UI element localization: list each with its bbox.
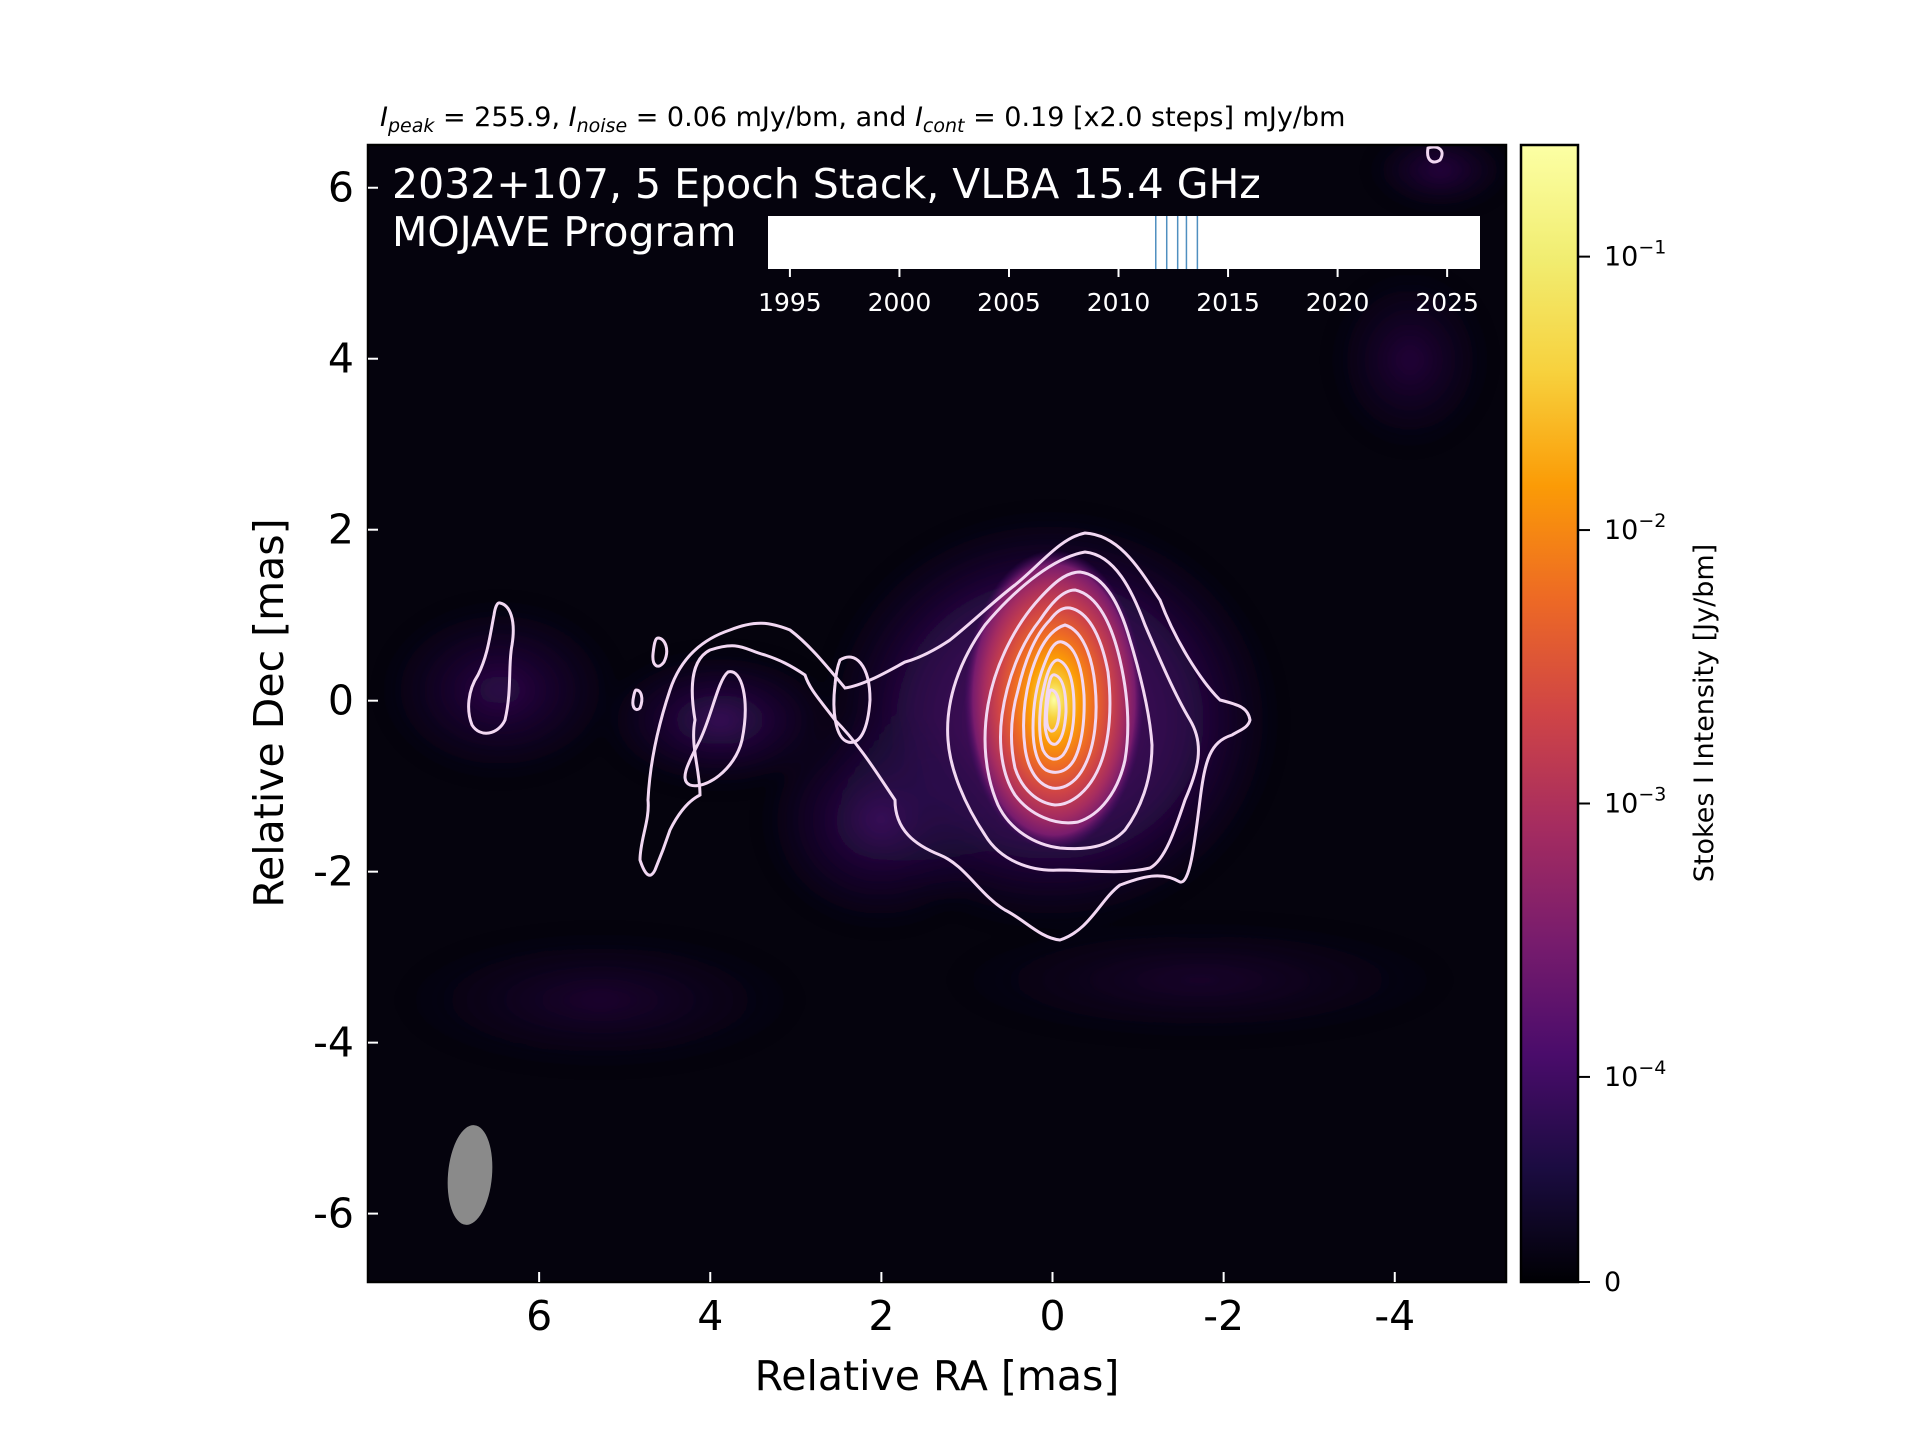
header-noise-sub: noise [577,115,628,137]
header-cont-value: = 0.19 [x2.0 steps] mJy/bm [964,102,1345,133]
contour-level-1 [638,531,1252,942]
x-tick-label: 6 [526,1292,552,1340]
epoch-tick-label: 2020 [1306,288,1370,317]
y-tick-label: -6 [313,1190,354,1238]
colorbar-gradient [1519,143,1580,1284]
colorbar-tick-label: 10−2 [1604,510,1666,546]
y-tick-label: 4 [328,335,354,383]
colorbar-tick-label: 10−4 [1604,1057,1666,1093]
header-noise-value: = 0.06 mJy/bm, and [627,102,915,133]
image-plot: 2032+107, 5 Epoch Stack, VLBA 15.4 GHz M… [368,145,1506,1282]
y-axis-label: Relative Dec [mas] [245,518,293,907]
x-axis-label: Relative RA [mas] [755,1352,1120,1400]
header-noise-symbol: I [569,102,577,133]
epoch-tick-label: 2000 [868,288,932,317]
epoch-tick-label: 2015 [1196,288,1260,317]
y-tick-label: 0 [328,677,354,725]
header-peak-value: = 255.9, [434,102,568,133]
header-peak-symbol: I [380,102,388,133]
colorbar-tick-label: 0 [1604,1267,1621,1298]
x-tick-label: 2 [868,1292,894,1340]
overlay-title-line1: 2032+107, 5 Epoch Stack, VLBA 15.4 GHz [392,160,1261,208]
contour-level-10 [1045,688,1061,733]
overlay-title-line2: MOJAVE Program [392,208,736,256]
contour-island-1 [832,655,872,744]
y-axis: 6 4 2 0 -2 -4 -6 [313,164,378,1238]
contour-level-2 [946,550,1200,874]
y-tick-label: -4 [313,1019,354,1067]
x-tick-label: 4 [697,1292,723,1340]
contour-level-8 [1038,658,1076,761]
header-cont-sub: cont [923,115,966,137]
colorbar: 10−1 10−2 10−3 10−4 0 Stokes I Intensity [Jy… [1519,143,1720,1298]
header-cont-symbol: I [915,102,923,133]
colorbar-label: Stokes I Intensity [Jy/bm] [1689,544,1720,882]
epoch-timeline-bar [768,216,1480,269]
contour-level-4 [999,588,1130,825]
contour-level-6 [1022,623,1098,790]
contour-level-5 [1010,606,1112,807]
header-text: Ipeak = 255.9, Inoise = 0.06 mJy/bm, and… [380,102,1345,137]
epoch-ticks: 1995 2000 2005 2010 2015 2020 2025 [758,269,1479,317]
epoch-tick-label: 2005 [977,288,1041,317]
contour-level-3 [983,570,1154,851]
contour-island-5 [631,688,644,712]
contour-level-7 [1031,640,1086,774]
beam-ellipse [447,1125,493,1225]
epoch-timeline: 1995 2000 2005 2010 2015 2020 2025 [758,216,1480,317]
colorbar-tick-label: 10−1 [1604,237,1666,273]
colorbar-ticks: 10−1 10−2 10−3 10−4 0 [1578,237,1666,1298]
contours [467,145,1444,942]
contour-level-9 [1043,673,1068,746]
contour-island-3 [467,601,515,735]
x-tick-label: 0 [1039,1292,1065,1340]
x-tick-label: -2 [1203,1292,1244,1340]
epoch-tick-label: 2025 [1415,288,1479,317]
y-tick-label: -2 [313,848,354,896]
y-tick-label: 2 [328,506,354,554]
epoch-tick-label: 2010 [1087,288,1151,317]
plot-frame [366,143,1508,1284]
contour-island-6 [1426,145,1444,164]
x-tick-label: -4 [1374,1292,1415,1340]
epoch-tick-label: 1995 [758,288,822,317]
y-tick-label: 6 [328,164,354,212]
core-emission [964,550,1144,850]
colorbar-tick-label: 10−3 [1604,783,1666,819]
x-axis: 6 4 2 0 -2 -4 [526,1272,1415,1340]
epoch-lines [1155,216,1199,269]
contour-island-2 [683,670,747,788]
header-peak-sub: peak [387,115,435,137]
contour-island-4 [651,636,669,668]
